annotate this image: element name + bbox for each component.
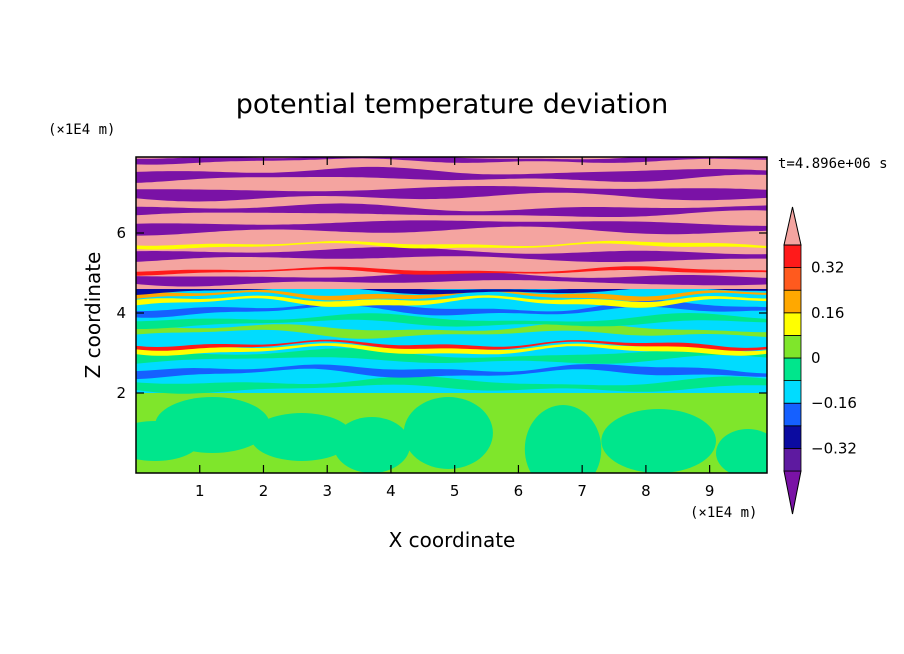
field-band <box>136 203 767 217</box>
x-tick-label: 3 <box>322 482 332 500</box>
x-tick-label: 2 <box>259 482 269 500</box>
x-tick-label: 9 <box>705 482 715 500</box>
colorbar-segment <box>783 357 802 382</box>
x-unit-label: (×1E4 m) <box>690 505 757 521</box>
chart-title: potential temperature deviation <box>236 89 668 120</box>
y-unit-label: (×1E4 m) <box>48 122 115 138</box>
x-tick-label: 8 <box>641 482 651 500</box>
y-tick-label: 6 <box>116 224 126 242</box>
field-band <box>136 376 767 394</box>
colorbar-tick-label: 0.32 <box>811 259 844 277</box>
field-band <box>136 295 767 308</box>
colorbar-tick-label: 0 <box>811 349 821 367</box>
field-band <box>136 322 767 339</box>
plot-frame <box>135 156 768 474</box>
field-band <box>136 166 767 183</box>
field-blob <box>524 405 602 473</box>
field-band <box>136 240 767 250</box>
x-tick-label: 7 <box>577 482 587 500</box>
colorbar-segment <box>783 425 802 449</box>
field-band <box>136 186 767 202</box>
colorbar-segment <box>783 267 802 291</box>
field-blob <box>333 417 411 473</box>
colorbar-segment <box>783 380 802 404</box>
field-blob <box>403 397 493 469</box>
colorbar-segment <box>783 447 802 472</box>
field-band <box>136 271 767 287</box>
field-band <box>136 266 767 276</box>
contour-field <box>136 157 767 473</box>
plot-area <box>136 157 767 473</box>
colorbar-extend-high <box>783 206 802 246</box>
y-tick-label: 2 <box>116 384 126 402</box>
field-band <box>136 220 767 236</box>
x-tick-label: 1 <box>195 482 205 500</box>
field-blob <box>155 397 270 453</box>
colorbar-segment <box>783 289 802 314</box>
colorbar-segment <box>783 334 802 359</box>
y-tick-label: 4 <box>116 304 126 322</box>
colorbar: 0.32 0.16 0 −0.16 −0.32 <box>783 206 857 515</box>
colorbar-tick-label: −0.16 <box>811 394 857 412</box>
colorbar-extend-low <box>783 470 802 515</box>
colorbar-tick-label: 0.16 <box>811 304 844 322</box>
x-tick-label: 5 <box>450 482 460 500</box>
field-band <box>136 339 767 351</box>
field-band <box>136 343 767 356</box>
x-axis-label: X coordinate <box>389 528 516 552</box>
colorbar-segment <box>783 402 802 427</box>
field-band <box>136 289 767 302</box>
field-blob <box>716 429 767 473</box>
field-band <box>136 313 767 329</box>
time-label: t=4.896e+06 s <box>778 156 888 172</box>
colorbar-segment <box>783 244 802 269</box>
field-band <box>136 247 767 262</box>
colorbar-tick-label: −0.32 <box>811 439 857 457</box>
x-tick-label: 4 <box>386 482 396 500</box>
field-blob <box>250 413 353 461</box>
x-tick-label: 6 <box>514 482 524 500</box>
colorbar-segment <box>783 312 802 336</box>
field-blob <box>601 409 717 473</box>
y-axis: 2 4 6 <box>116 224 767 402</box>
field-band <box>136 364 767 380</box>
field-band <box>136 348 767 364</box>
y-axis-label: Z coordinate <box>81 252 105 379</box>
x-axis: 1 2 3 4 5 6 7 8 9 <box>195 157 714 500</box>
field-band <box>136 157 767 165</box>
